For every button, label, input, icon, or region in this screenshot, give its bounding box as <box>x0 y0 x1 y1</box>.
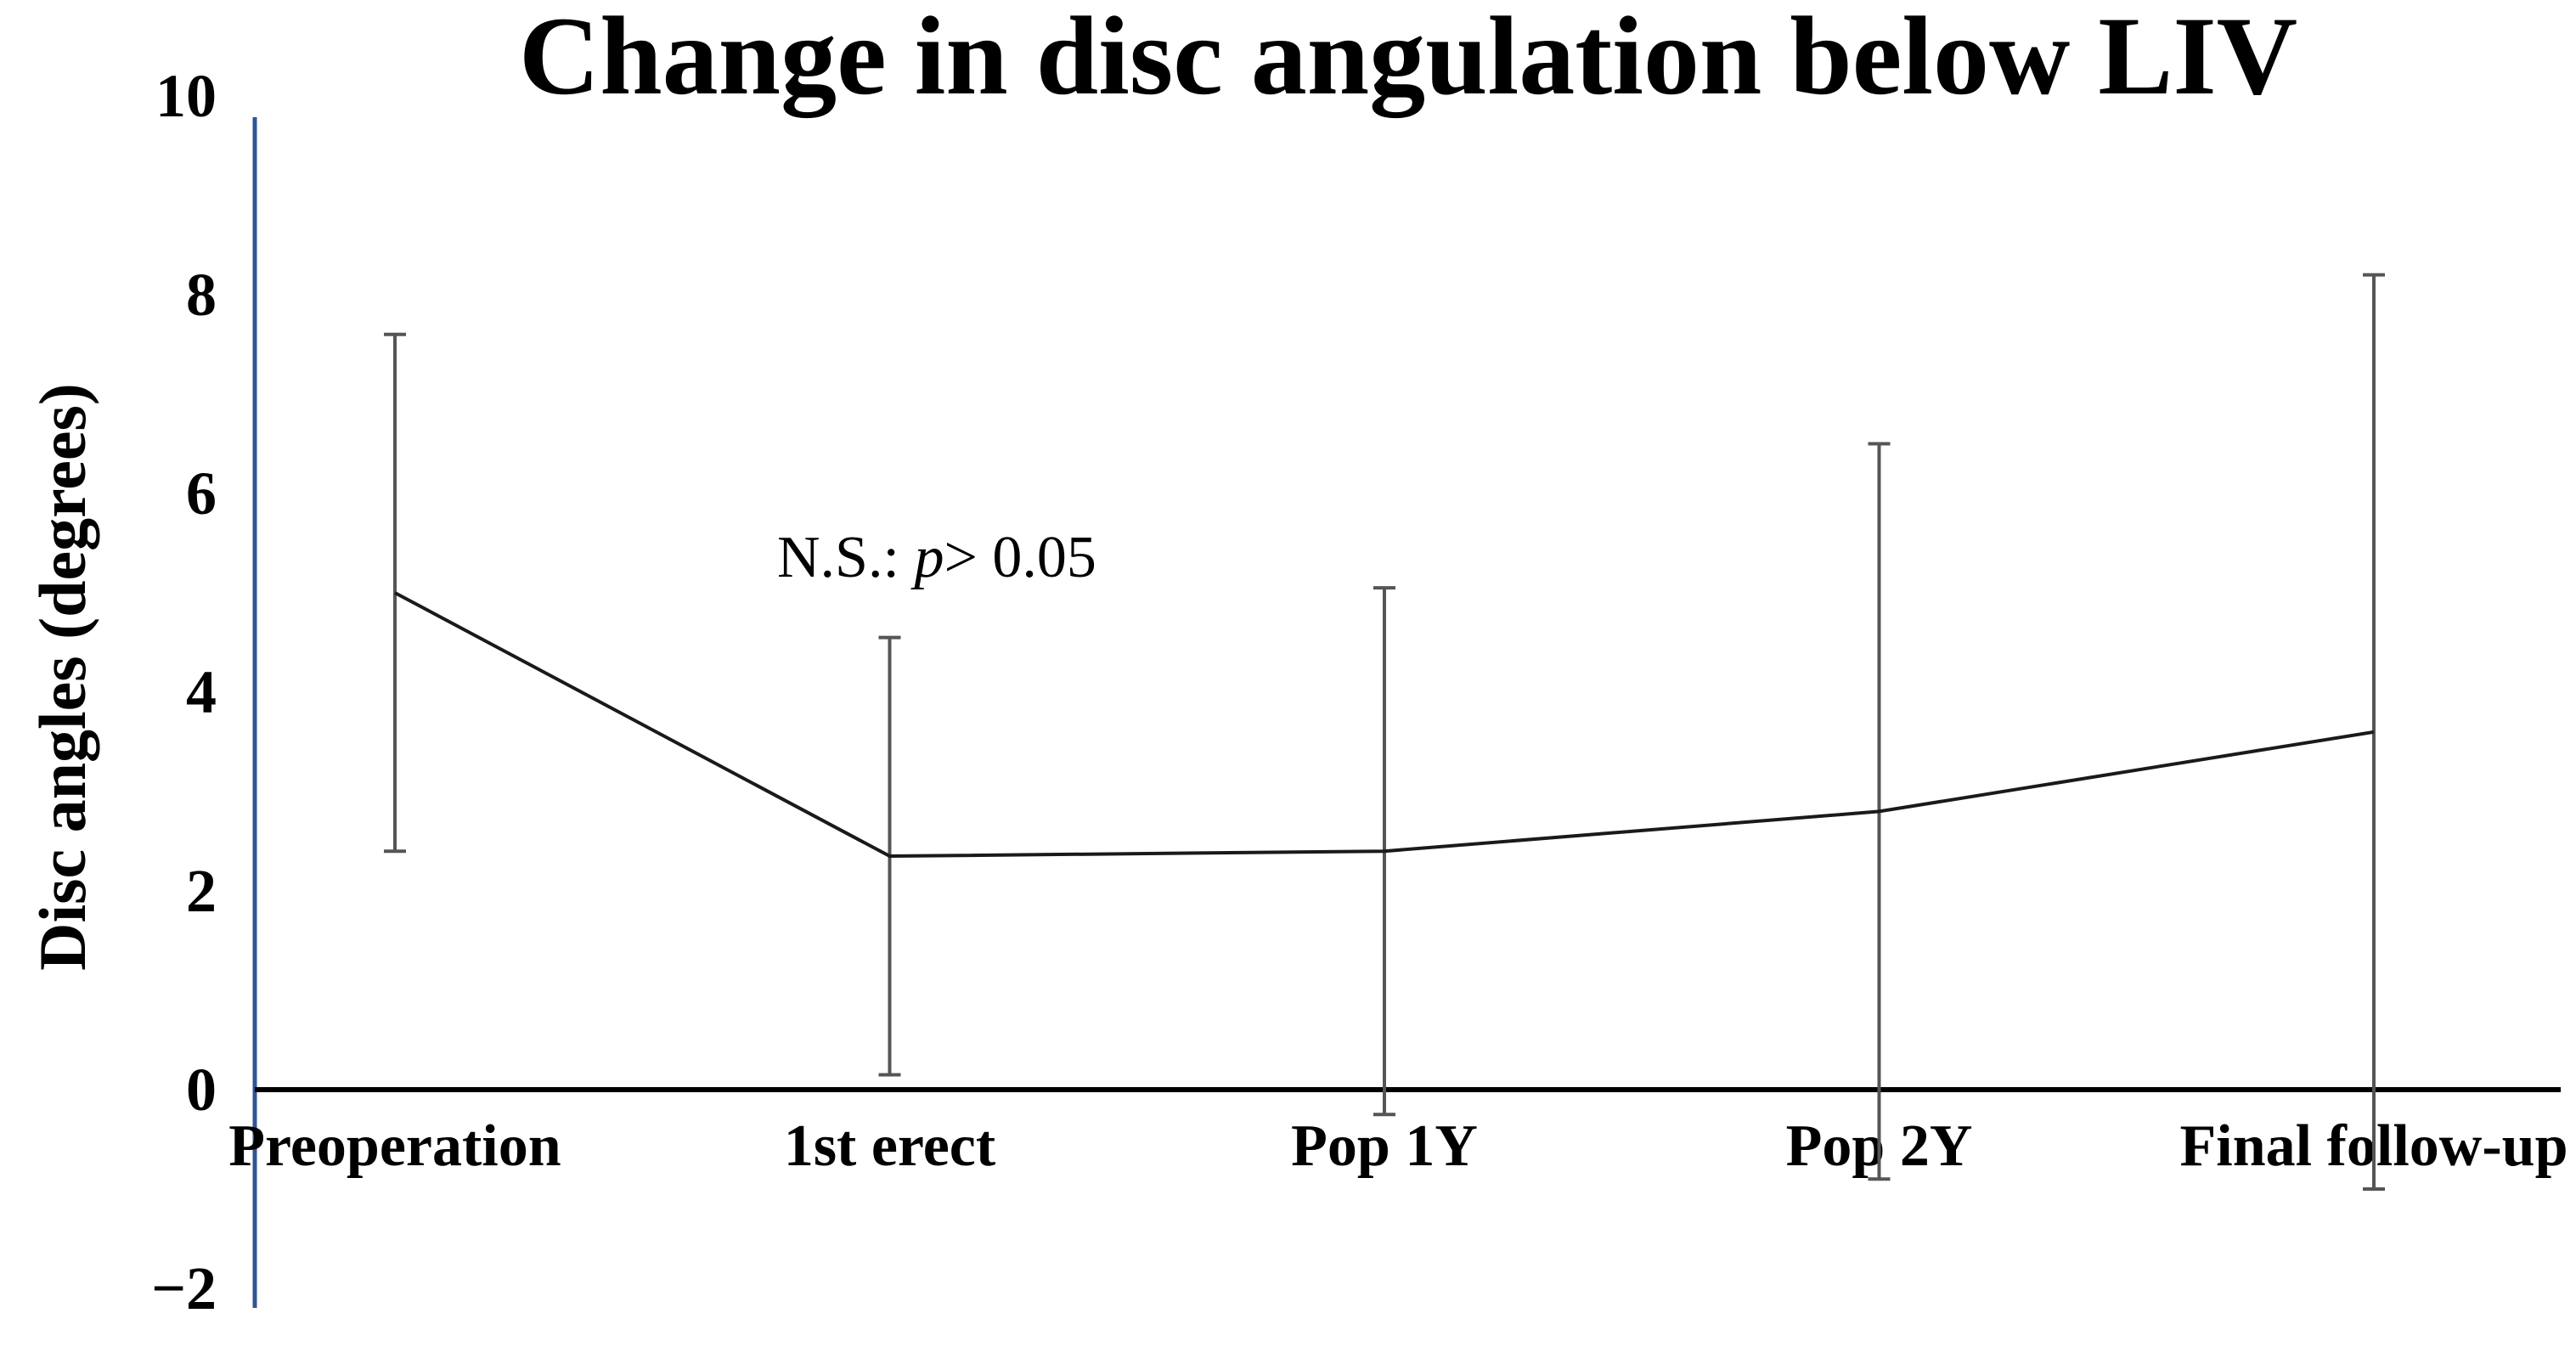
y-tick-label: −2 <box>151 1254 217 1322</box>
annotation-p-italic: p <box>910 525 944 590</box>
error-bars <box>384 273 2385 1191</box>
chart-title: Change in disc angulation below LIV <box>519 0 2297 118</box>
y-tick-label: 2 <box>186 857 217 925</box>
y-tick-label: 6 <box>186 459 217 527</box>
series-line <box>394 591 2375 859</box>
x-category-label: Preoperation <box>228 1113 561 1179</box>
annotation-suffix: > 0.05 <box>944 525 1096 590</box>
y-tick-label: 10 <box>155 62 217 130</box>
y-tick-label: 8 <box>186 261 217 329</box>
y-tick-labels: 10 8 6 4 2 0 −2 <box>151 62 217 1322</box>
x-category-label: 1st erect <box>784 1113 995 1179</box>
significance-annotation: N.S.: p> 0.05 <box>777 525 1096 590</box>
annotation-prefix: N.S.: <box>777 525 914 590</box>
x-category-labels: Preoperation 1st erect Pop 1Y Pop 2Y Final f… <box>228 1113 2568 1179</box>
y-tick-label: 4 <box>186 658 217 726</box>
y-axis-title: Disc angles (degrees) <box>25 383 99 971</box>
x-category-label: Pop 1Y <box>1291 1113 1478 1179</box>
y-tick-label: 0 <box>186 1056 217 1124</box>
